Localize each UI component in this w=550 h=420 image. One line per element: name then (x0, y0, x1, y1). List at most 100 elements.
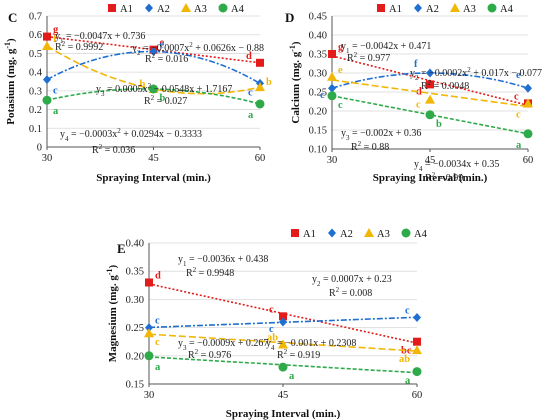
legend: A1 A2 A3 A4 (377, 3, 514, 15)
r-squared-label: R2 = 0.0048 (421, 79, 469, 92)
series-a3: c ab ab (144, 328, 422, 365)
data-point (42, 40, 52, 50)
data-point (149, 47, 158, 57)
y-tick-label: 0.15 (309, 126, 327, 137)
data-point (328, 83, 336, 93)
significance-letter: b (140, 79, 146, 90)
legend-marker (328, 228, 336, 238)
trend-equation: y1 = −0.0036x + 0.438 (178, 254, 268, 268)
chart-panel-c: C 0 0.1 0.2 0.3 0.4 0.5 0.6 0.7 30 45 60 Spraying In… (3, 3, 272, 184)
significance-letter: d (246, 51, 252, 62)
series-a3: ecc (327, 65, 533, 120)
significance-letter: a (516, 140, 522, 151)
significance-letter: c (269, 304, 274, 315)
legend-label: A1 (303, 229, 316, 240)
trend-equation: y4 = −0.001x + 0.2308 (266, 338, 356, 352)
legend-marker (145, 3, 153, 13)
data-point (145, 323, 153, 333)
significance-letter: e (160, 40, 165, 51)
y-tick-label: 0.25 (126, 323, 144, 334)
x-tick-label: 45 (278, 390, 289, 401)
data-point (278, 339, 288, 349)
legend-marker (291, 229, 299, 237)
y-tick-label: 0.7 (29, 12, 42, 23)
x-tick-label: 30 (42, 153, 53, 164)
r-squared-label: R2 = 0.919 (277, 348, 320, 361)
y-tick-label: 0.3 (29, 86, 42, 97)
chart-panel-e: E 0.15 0.20 0.25 0.30 0.35 0.40 30 45 60 Spraying … (105, 228, 428, 420)
y-tick-label: 0.1 (29, 124, 42, 135)
significance-letter: e (338, 65, 343, 76)
data-point (413, 312, 421, 322)
legend-marker (487, 3, 497, 13)
legend-label: A4 (500, 4, 514, 15)
x-tick-label: 45 (148, 153, 159, 164)
legend-label: A1 (120, 4, 133, 15)
y-tick-label: 0.45 (309, 12, 327, 23)
data-point (279, 312, 287, 321)
y-tick-label: 0.30 (309, 69, 327, 80)
legend-label: A2 (157, 4, 170, 15)
r-squared-label: R2 = 0.008 (329, 286, 372, 299)
data-point (413, 337, 421, 346)
r-squared-label: R2 = 0.977 (347, 51, 390, 64)
data-point (412, 367, 422, 377)
chart-panel-d: D 0.10 0.15 0.20 0.25 0.30 0.35 0.40 0.45 30 45 60 S… (285, 3, 542, 184)
r-squared-label: R2 = 0.976 (188, 348, 231, 361)
significance-letter: c (155, 316, 160, 327)
series-a4: a b a (42, 84, 265, 121)
x-tick-label: 60 (412, 390, 423, 401)
series-a2: ccc (145, 305, 421, 335)
data-point (42, 95, 52, 105)
legend-marker (401, 228, 411, 238)
y-tick-label: 0.25 (309, 88, 327, 99)
series-a4: a a a (144, 351, 422, 387)
data-point (144, 351, 154, 361)
r-squared-label: R2 = 0.99 (425, 171, 463, 184)
y-tick-label: 0 (37, 143, 42, 154)
significance-letter: a (53, 106, 59, 117)
legend-marker (414, 3, 422, 13)
significance-letter: f (53, 34, 57, 45)
significance-letter: c (53, 86, 58, 97)
significance-letter: c (416, 100, 421, 111)
data-point (412, 345, 422, 355)
significance-letter: c (269, 324, 274, 335)
trend-equation: y3 = −0.0009x + 0.267 (178, 338, 268, 352)
y-tick-label: 0.6 (29, 30, 42, 41)
significance-letter: c (155, 337, 160, 348)
significance-letter: ab (267, 333, 278, 344)
trend-equation: y3 = −0.002x + 0.36 (341, 128, 421, 142)
significance-letter: bc (401, 346, 412, 357)
trend-equation: y2 = 0.0007x + 0.23 (312, 274, 392, 288)
r-squared-label: R2 = 0.027 (144, 94, 187, 107)
r-squared-label: R2 = 0.036 (92, 143, 135, 156)
significance-letter: c (516, 109, 521, 120)
significance-letter: c (338, 100, 343, 111)
significance-letter: a (155, 362, 161, 373)
data-point (255, 82, 265, 92)
series-a1: d c bc (145, 270, 421, 357)
trend-equation: y1 = −0.0042x + 0.471 (341, 41, 431, 55)
y-tick-label: 0.10 (309, 145, 327, 156)
data-point (523, 98, 533, 108)
data-point (426, 68, 434, 78)
y-tick-label: 0.20 (309, 107, 327, 118)
data-point (145, 278, 153, 287)
series-a4: c b a (327, 91, 533, 151)
y-axis-label: Magnesium (mg. g-1) (105, 264, 120, 362)
data-point (327, 91, 337, 101)
significance-letter: ab (399, 354, 410, 365)
legend-marker (364, 228, 374, 237)
trend-equation: y4 = −0.0034x + 0.35 (414, 159, 499, 173)
y-axis-label: Calcium (mg. g-1) (288, 41, 303, 123)
trend-equation: y1 = −0.0047x + 0.736 (55, 31, 145, 45)
legend: A1 A2 A3 A4 (291, 228, 428, 240)
significance-letter: c (514, 91, 519, 102)
data-point (425, 94, 435, 104)
legend-label: A3 (194, 4, 207, 15)
trend-equation: y4 = −0.0003x2 + 0.0294x − 0.3333 (60, 127, 202, 143)
significance-letter: g (53, 25, 59, 36)
x-tick-label: 60 (255, 153, 266, 164)
x-tick-label: 30 (144, 390, 155, 401)
